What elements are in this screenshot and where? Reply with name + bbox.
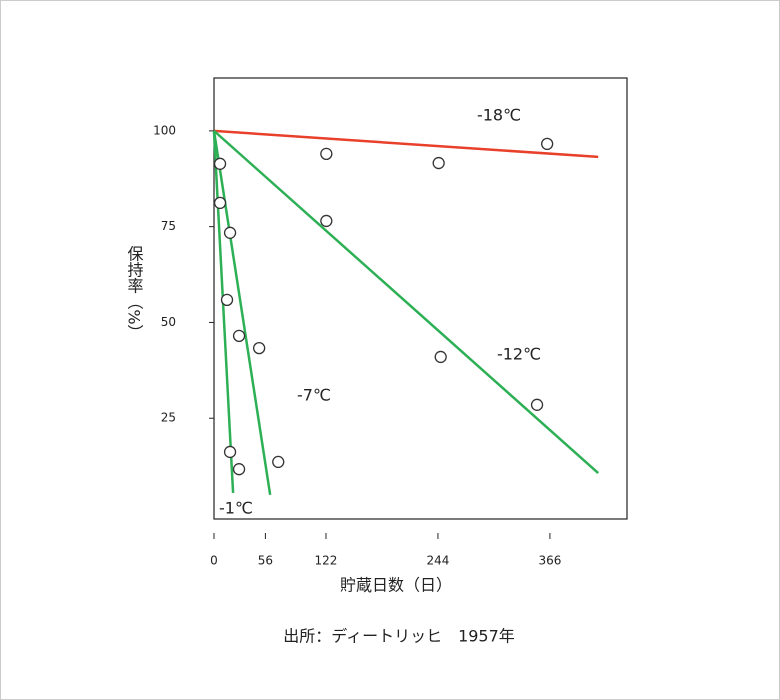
data-point [320,147,333,161]
data-point [213,196,227,210]
trend-line [212,130,272,496]
data-point [434,350,447,364]
trend-line [213,129,600,474]
trend-line [212,130,235,494]
data-point [232,329,246,343]
y-tick-label: 50 [161,315,176,329]
data-point [541,137,554,151]
y-axis-label: 保持率（%） [125,245,144,340]
source-note: 出所：ディートリッヒ 1957年 [283,627,515,646]
y-tick-label: 25 [161,411,176,425]
data-point [272,455,285,469]
series-label: -1℃ [219,499,253,518]
trend-line [213,129,599,159]
data-point [530,398,544,411]
series-label: -12℃ [497,345,541,364]
y-tick-label: 100 [153,123,176,137]
series-label: -7℃ [297,386,331,405]
x-axis-label: 貯蔵日数（日） [340,576,452,595]
data-point [220,293,234,306]
x-tick-label: 244 [426,554,449,568]
data-point [432,156,445,170]
x-tick-label: 366 [538,554,561,568]
data-point [213,157,227,170]
x-tick-label: 56 [258,554,273,568]
data-point [253,341,266,355]
plot-frame [213,77,628,520]
data-point [223,226,237,239]
data-point [223,445,237,459]
x-tick-label: 122 [315,554,338,568]
data-point [320,214,333,228]
x-tick-label: 0 [210,554,218,568]
y-tick-label: 75 [161,219,176,233]
data-point [232,463,246,476]
series-label: -18℃ [477,106,521,125]
